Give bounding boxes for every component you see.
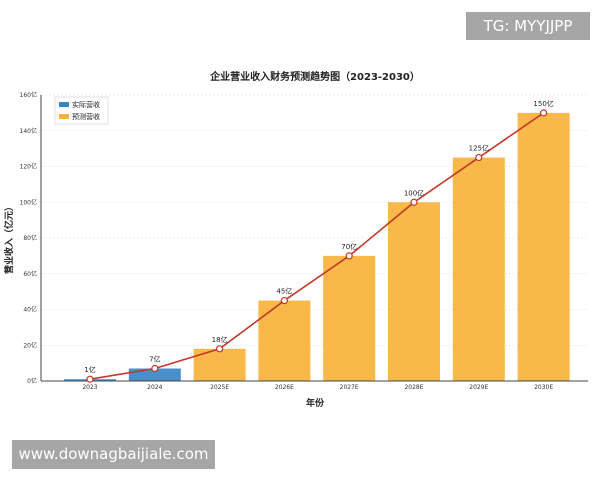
data-label: 18亿 <box>212 335 228 344</box>
data-label: 150亿 <box>533 99 553 108</box>
axes <box>40 95 588 382</box>
y-tick-label: 40亿 <box>23 306 37 314</box>
bar-2028E <box>388 202 440 381</box>
data-label: 1亿 <box>84 365 95 374</box>
bars <box>64 112 570 381</box>
data-label: 100亿 <box>404 188 424 197</box>
y-tick-label: 80亿 <box>23 234 37 242</box>
legend-label-forecast: 预测营收 <box>72 112 100 121</box>
trend-point <box>539 109 548 117</box>
x-axis-title: 年份 <box>306 397 325 409</box>
bar-2027E <box>323 255 376 381</box>
y-tick-label: 100亿 <box>20 198 37 206</box>
x-tick-label: 2023 <box>82 384 97 391</box>
x-tick-label: 2026E <box>275 384 294 391</box>
y-tick-label: 60亿 <box>23 270 37 278</box>
data-label: 7亿 <box>149 354 160 363</box>
data-label: 70亿 <box>341 242 357 251</box>
x-tick-label: 2027E <box>340 384 359 391</box>
y-tick-label: 140亿 <box>20 127 37 135</box>
y-tick-label: 20亿 <box>23 341 37 349</box>
data-label: 45亿 <box>276 287 292 296</box>
y-tick-label: 120亿 <box>20 163 37 171</box>
data-labels: 1亿 7亿 18亿 45亿 70亿 100亿 125亿 150亿 <box>84 99 554 374</box>
chart-title: 企业营业收入财务预测趋势图（2023-2030） <box>209 70 420 83</box>
data-label: 125亿 <box>469 144 489 153</box>
bar-2030E <box>517 112 570 381</box>
bar-2024 <box>128 368 181 381</box>
watermark-tg: TG: MYYJJPP <box>466 12 590 40</box>
trend-point <box>280 296 288 305</box>
bar-2029E <box>452 157 505 381</box>
legend-swatch-actual <box>59 102 69 107</box>
legend-box <box>54 96 109 125</box>
y-axis-title: 营业收入（亿元） <box>3 202 15 274</box>
x-tick-labels: 2023 2024 2025E 2026E 2027E 2028E 2029E 2030E <box>82 384 553 391</box>
y-tick-label: 160亿 <box>20 91 37 99</box>
x-tick-label: 2028E <box>404 384 423 391</box>
trend-point <box>475 153 483 162</box>
trend-point <box>86 375 94 383</box>
watermark-url: www.downagbaijiale.com <box>12 440 215 469</box>
bar-2026E <box>258 300 311 381</box>
trend-line-path <box>89 112 545 381</box>
trend-point <box>410 198 418 206</box>
x-tick-label: 2030E <box>534 384 553 391</box>
trend-point <box>151 364 159 373</box>
trend-line <box>86 109 548 383</box>
legend: 实际营收 预测营收 <box>54 96 109 125</box>
trend-point <box>216 345 224 353</box>
y-tick-label: 0亿 <box>27 377 37 385</box>
x-tick-label: 2025E <box>210 384 229 391</box>
trend-point <box>345 252 353 260</box>
legend-label-actual: 实际营收 <box>72 100 100 109</box>
x-tick-label: 2024 <box>147 384 162 391</box>
y-tick-labels: 0亿 20亿 40亿 60亿 80亿 100亿 120亿 140亿 160亿 <box>20 91 37 385</box>
legend-swatch-forecast <box>59 114 69 119</box>
x-tick-label: 2029E <box>469 384 488 391</box>
